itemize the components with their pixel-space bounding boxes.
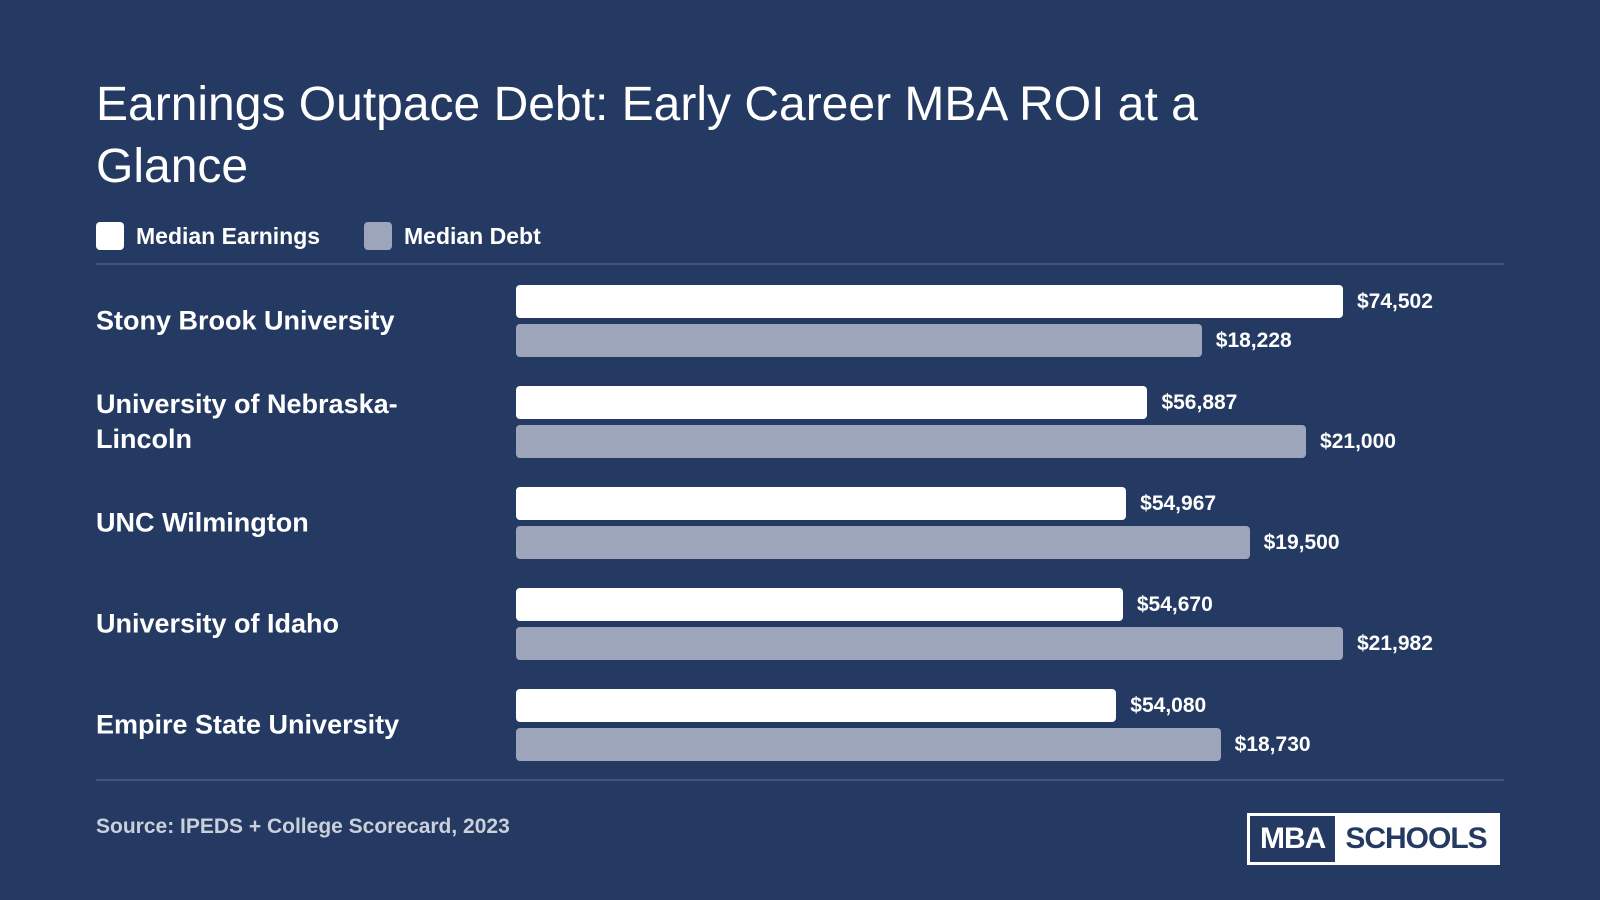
bar [516,627,1343,660]
legend-item: Median Debt [364,222,541,250]
bar [516,588,1123,621]
logo-text: MBA [1250,816,1336,862]
value-label: $54,967 [1140,491,1217,515]
category-label: University of Idaho [96,608,340,639]
bar [516,425,1307,458]
divider [96,779,1504,781]
logo: MBA SCHOOLS [1247,813,1500,865]
bar [516,324,1202,357]
legend-label: Median Debt [404,222,541,249]
value-label: $56,887 [1161,390,1238,414]
bar [516,689,1117,722]
category-label: Stony Brook University [96,305,395,336]
category-label: University of Nebraska-Lincoln [96,389,398,454]
bar [516,285,1343,318]
category-label: UNC Wilmington [96,507,309,538]
value-label: $54,080 [1130,693,1207,717]
value-label: $18,228 [1215,328,1292,352]
bar [516,386,1148,419]
legend-label: Median Earnings [136,222,321,249]
chart-title: Earnings Outpace Debt: Early Career MBA … [96,78,1198,193]
legend-item: Median Earnings [96,222,320,250]
value-label: $21,982 [1357,631,1433,655]
value-label: $74,502 [1357,289,1433,313]
category-label: Empire State University [96,709,400,740]
bar [516,526,1250,559]
bar [516,728,1221,761]
divider [96,263,1504,265]
legend-swatch [364,222,392,250]
source-note: Source: IPEDS + College Scorecard, 2023 [96,815,510,838]
logo-text: SCHOOLS [1345,822,1487,855]
bar [516,487,1127,520]
value-label: $21,000 [1320,429,1396,453]
value-label: $19,500 [1263,530,1340,554]
value-label: $54,670 [1136,592,1213,616]
value-label: $18,730 [1234,732,1311,756]
legend-swatch [96,222,124,250]
